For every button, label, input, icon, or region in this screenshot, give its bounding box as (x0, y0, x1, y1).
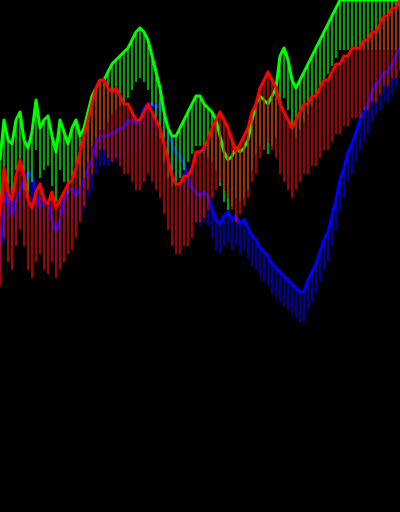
series-2-hatch (0, 0, 400, 286)
series-2-line (0, 0, 400, 217)
plot-area (0, 0, 400, 322)
series-1-line (0, 0, 400, 162)
